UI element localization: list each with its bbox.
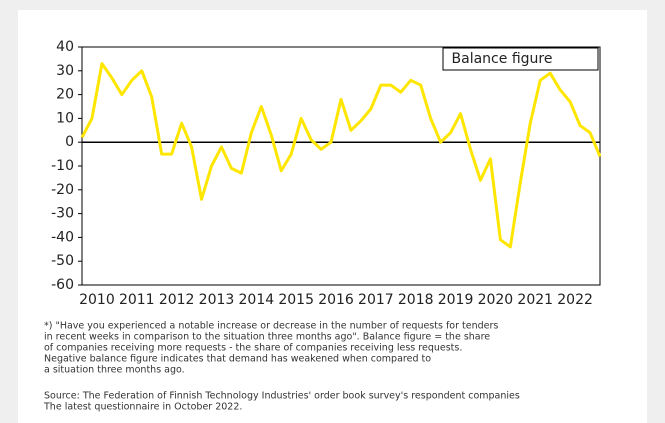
x-tick-label: 2017	[358, 292, 394, 308]
footnote: Negative balance figure indicates that d…	[44, 354, 431, 365]
x-tick-label: 2011	[119, 292, 155, 308]
y-tick-label: 40	[56, 39, 74, 55]
y-tick-label: 20	[56, 87, 74, 103]
x-tick-label: 2016	[318, 292, 354, 308]
y-tick-label: -50	[51, 253, 74, 269]
y-tick-label: -20	[51, 182, 74, 198]
x-tick-label: 2010	[79, 292, 115, 308]
x-tick-label: 2019	[438, 292, 474, 308]
y-tick-label: 10	[56, 110, 74, 126]
x-tick-label: 2015	[278, 292, 314, 308]
x-tick-label: 2022	[557, 292, 593, 308]
footnote: a situation three months ago.	[44, 365, 185, 376]
x-tick-label: 2018	[398, 292, 434, 308]
footnote: *) "Have you experienced a notable incre…	[44, 321, 498, 332]
x-tick-label: 2014	[239, 292, 275, 308]
source: Source: The Federation of Finnish Techno…	[44, 391, 520, 402]
y-tick-label: -10	[51, 158, 74, 174]
footnote: of companies receiving more requests - t…	[44, 343, 462, 354]
y-tick-label: -40	[51, 229, 74, 245]
legend-box	[442, 47, 599, 71]
x-tick-label: 2020	[478, 292, 514, 308]
line-series	[80, 62, 602, 249]
x-tick-label: 2012	[159, 292, 195, 308]
y-tick-label: 30	[56, 63, 74, 79]
y-tick-label: -60	[51, 277, 74, 293]
y-tick-label: 0	[65, 134, 74, 150]
legend-label: Balance figure	[452, 51, 553, 67]
x-tick-label: 2021	[517, 292, 553, 308]
footnote: in recent weeks in comparison to the sit…	[44, 332, 490, 343]
source: The latest questionnaire in October 2022…	[43, 402, 242, 413]
x-tick-label: 2013	[199, 292, 235, 308]
y-tick-label: -30	[51, 206, 74, 222]
